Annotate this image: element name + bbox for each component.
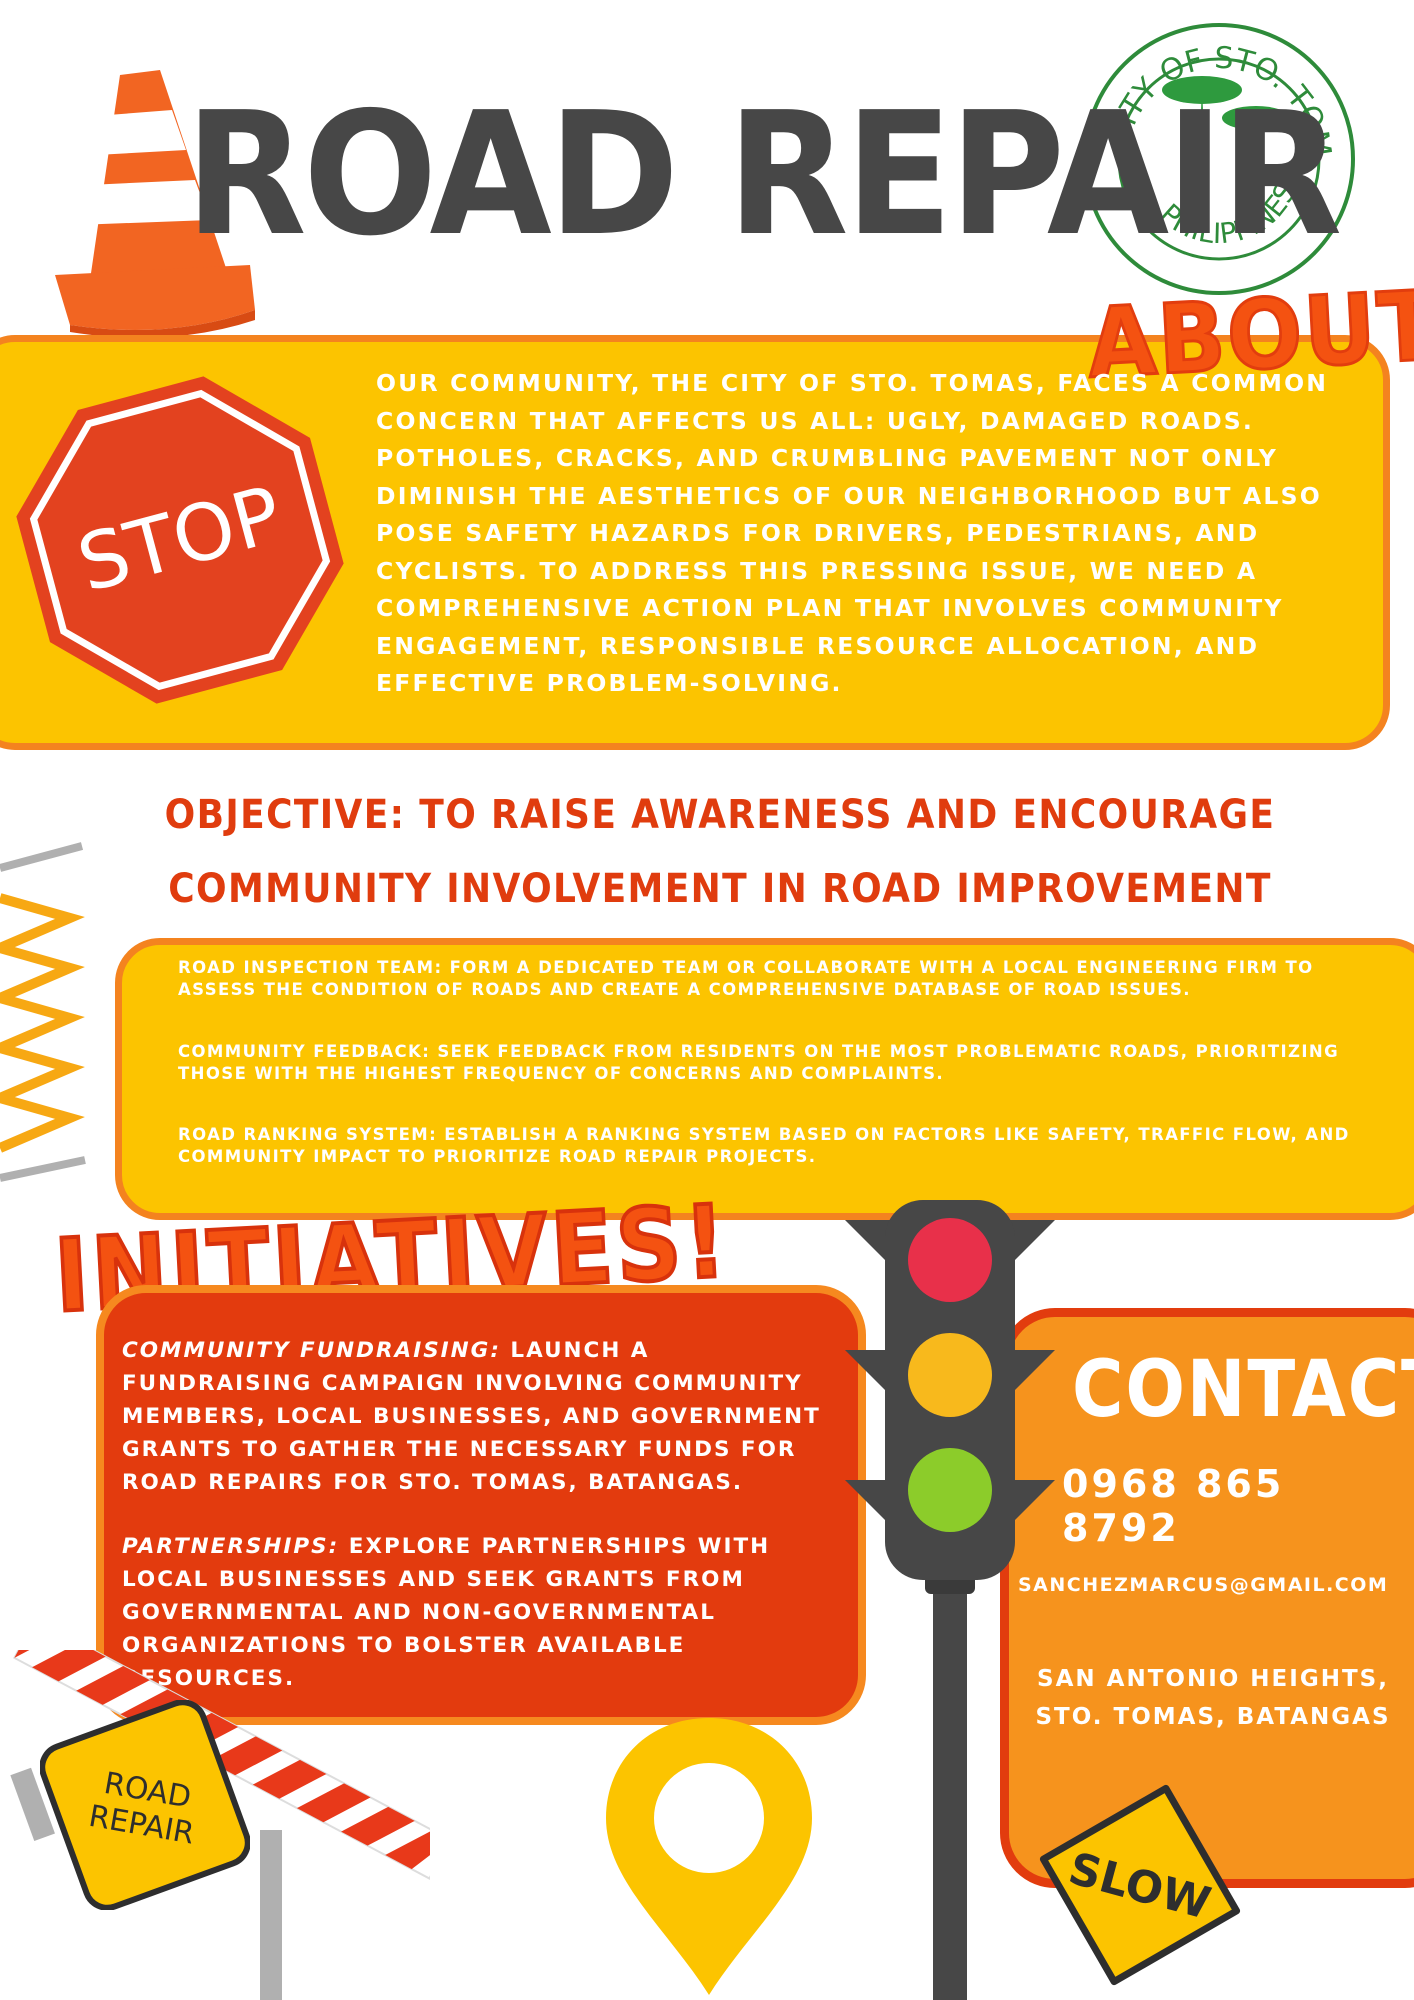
plan-panel [115,938,1414,1220]
contact-heading: CONTACT [1072,1345,1414,1435]
traffic-cone-illustration [55,70,255,335]
initiative-fundraising: COMMUNITY FUNDRAISING: LAUNCH A FUNDRAIS… [122,1334,842,1499]
contact-address: SAN ANTONIO HEIGHTS, STO. TOMAS, BATANGA… [1018,1660,1408,1736]
barrier-illustration [0,842,86,1182]
initiative-fundraising-text: LAUNCH A FUNDRAISING CAMPAIGN INVOLVING … [122,1338,821,1495]
initiative-partnerships: PARTNERSHIPS: EXPLORE PARTNERSHIPS WITH … [122,1530,842,1695]
road-repair-sign-illustration: ROAD REPAIR [40,1700,250,1910]
about-text: Our community, the City of Sto. Tomas, f… [376,369,1329,697]
plan-item-feedback: COMMUNITY FEEDBACK: SEEK FEEDBACK FROM R… [178,1042,1340,1083]
initiative-fundraising-lead: COMMUNITY FUNDRAISING: [122,1338,501,1363]
contact-phone[interactable]: 0968 865 8792 [1062,1462,1285,1550]
location-pin-icon [606,1718,812,1995]
contact-address-line2: STO. TOMAS, BATANGAS [1035,1704,1391,1730]
plan-item-ranking: ROAD RANKING SYSTEM: ESTABLISH A RANKING… [178,1125,1350,1166]
slow-sign-illustration: SLOW [1039,1784,1241,1986]
page-title: ROAD REPAIR [185,76,1342,274]
contact-email[interactable]: SANCHEZMARCUS@GMAIL.COM [1018,1574,1389,1596]
contact-panel [1000,1308,1414,1888]
initiative-partnerships-lead: PARTNERSHIPS: [122,1534,340,1559]
traffic-light-illustration [845,1200,1055,2000]
contact-address-line1: SAN ANTONIO HEIGHTS, [1037,1666,1389,1692]
svg-text:★: ★ [1312,209,1326,228]
initiatives-panel [96,1285,866,1725]
initiative-partnerships-text: EXPLORE PARTNERSHIPS WITH LOCAL BUSINESS… [122,1534,771,1691]
stop-sign-illustration: STOP [16,376,344,704]
plan-item-inspection: ROAD INSPECTION TEAM: FORM A DEDICATED T… [178,958,1314,999]
city-seal-logo: CITY OF STO. TOMAS PHILIPPINES ★ [1078,18,1355,295]
